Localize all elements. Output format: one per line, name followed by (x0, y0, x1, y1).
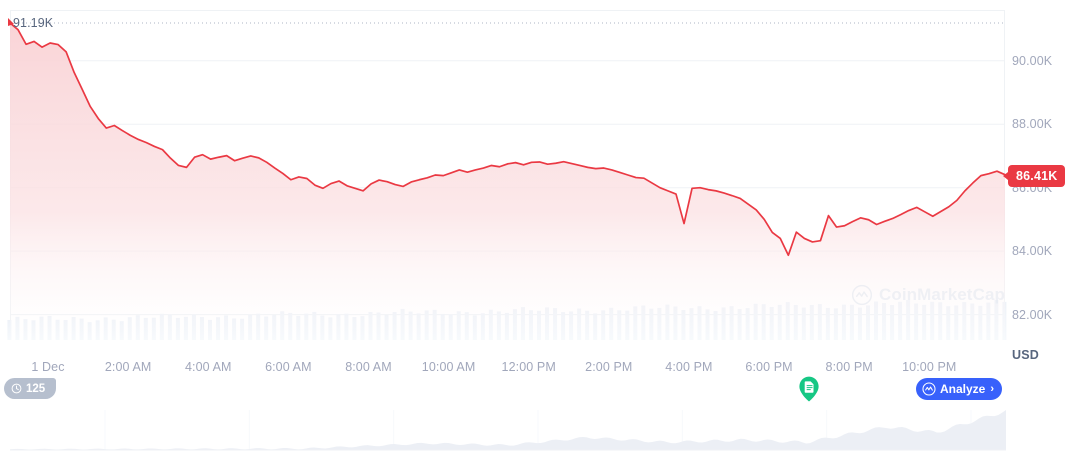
navigator-area (10, 410, 1006, 450)
volume-bar (7, 320, 12, 340)
high-marker-arrow (8, 18, 14, 27)
analyze-wave-icon (922, 382, 936, 396)
y-axis-tick-label: 84.00K (1012, 244, 1053, 259)
price-area-fill (10, 23, 1005, 340)
history-count-value: 125 (26, 382, 46, 395)
x-axis-tick-label: 1 Dec (31, 360, 65, 374)
clock-icon (11, 383, 22, 394)
chevron-right-icon: › (990, 383, 995, 395)
x-axis-tick-label: 4:00 PM (665, 360, 713, 374)
x-axis-tick-label: 2:00 PM (585, 360, 633, 374)
x-axis-tick-label: 10:00 PM (902, 360, 957, 374)
analyze-label: Analyze (940, 382, 986, 396)
navigator-svg (10, 410, 1006, 451)
x-axis-tick-label: 2:00 AM (104, 360, 152, 374)
x-axis-tick-label: 8:00 AM (345, 360, 392, 374)
y-axis-tick-label: 82.00K (1012, 307, 1053, 322)
x-axis-tick-label: 6:00 AM (265, 360, 312, 374)
current-price-badge: 86.41K (1003, 164, 1065, 187)
currency-label: USD (1012, 348, 1039, 362)
news-document-icon (799, 376, 819, 402)
history-count-badge[interactable]: 125 (4, 378, 57, 399)
high-price-label: 91.19K (13, 16, 54, 30)
x-axis-tick-label: 12:00 PM (501, 360, 556, 374)
range-navigator[interactable]: 2012201420162018202020222024 (0, 405, 1072, 470)
price-line (9, 22, 1006, 257)
x-axis-tick-label: 4:00 AM (184, 360, 232, 374)
y-axis-tick-label: 88.00K (1012, 117, 1053, 132)
analyze-button[interactable]: Analyze › (916, 378, 1003, 400)
news-event-marker[interactable] (797, 375, 821, 402)
main-price-chart[interactable]: 91.19K 90.00K 88.00K 86.00K 84.00K 82.00K US… (0, 0, 1072, 374)
price-line-svg (7, 18, 1007, 340)
x-axis-tick-label: 8:00 PM (825, 360, 873, 374)
x-axis-tick-label: 10:00 AM (421, 360, 476, 374)
y-axis-tick-label: 90.00K (1012, 53, 1053, 68)
x-axis-tick-label: 6:00 PM (745, 360, 793, 374)
